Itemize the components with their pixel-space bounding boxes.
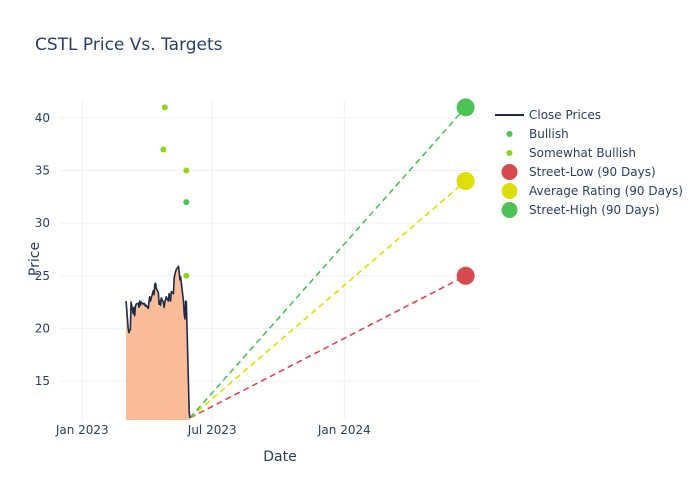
target-marker <box>456 98 475 117</box>
chart-title: CSTL Price Vs. Targets <box>35 35 223 55</box>
legend-dot-swatch <box>506 131 513 137</box>
target-lines-layer <box>189 106 467 419</box>
legend-label: Bullish <box>529 127 569 141</box>
x-tick-label: Jan 2024 <box>317 423 371 437</box>
legend[interactable]: Close Prices Bullish Somewhat Bullish Stree… <box>495 108 683 218</box>
target-marker <box>456 266 475 285</box>
y-tick-label: 40 <box>35 111 50 125</box>
y-tick-label: 30 <box>35 216 50 230</box>
close-price-line-layer <box>125 265 191 418</box>
y-tick-label: 15 <box>35 374 50 388</box>
y-axis-title: Price <box>27 242 43 276</box>
rating-point <box>161 104 168 111</box>
legend-label: Close Prices <box>529 108 601 122</box>
rating-point <box>183 272 190 279</box>
legend-item[interactable]: Bullish <box>506 127 569 141</box>
legend-marker-swatch <box>501 202 518 218</box>
x-axis-title: Date <box>263 449 296 465</box>
legend-item[interactable]: Average Rating (90 Days) <box>501 183 684 199</box>
target-line <box>189 106 467 419</box>
legend-item[interactable]: Street-Low (90 Days) <box>501 164 656 180</box>
x-axis-ticks: Jan 2023 Jul 2023 Jan 2024 <box>55 423 371 437</box>
legend-marker-swatch <box>501 164 518 180</box>
grid-lines <box>60 100 480 420</box>
legend-dot-swatch <box>506 150 513 156</box>
legend-item[interactable]: Street-High (90 Days) <box>501 202 660 218</box>
target-marker <box>456 172 475 191</box>
legend-label: Street-Low (90 Days) <box>529 165 656 179</box>
x-tick-label: Jan 2023 <box>55 423 109 437</box>
legend-label: Somewhat Bullish <box>529 146 636 160</box>
rating-point <box>183 199 190 206</box>
y-axis-ticks: 15 20 25 30 35 40 <box>35 111 50 388</box>
y-tick-label: 35 <box>35 164 50 178</box>
legend-label: Street-High (90 Days) <box>529 203 660 217</box>
analyst-rating-points-layer <box>160 104 190 279</box>
x-tick-label: Jul 2023 <box>187 423 237 437</box>
rating-point <box>183 167 190 174</box>
close-price-line <box>125 265 191 418</box>
target-line <box>189 180 467 419</box>
legend-item[interactable]: Somewhat Bullish <box>506 146 637 160</box>
close-price-area-layer <box>126 266 190 420</box>
y-tick-label: 25 <box>35 269 50 283</box>
close-price-area <box>126 266 190 420</box>
rating-point <box>160 146 167 153</box>
legend-item[interactable]: Close Prices <box>495 108 601 122</box>
target-markers-layer <box>456 98 475 285</box>
target-line <box>189 275 467 419</box>
legend-label: Average Rating (90 Days) <box>529 184 683 198</box>
legend-marker-swatch <box>501 183 518 199</box>
y-tick-label: 20 <box>35 321 50 335</box>
